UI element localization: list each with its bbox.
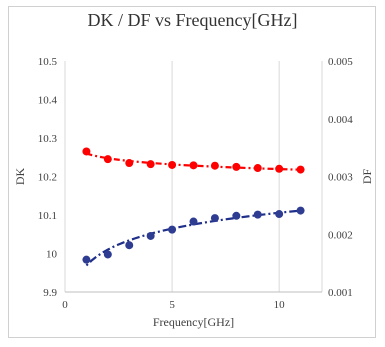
data-point-series-0: [232, 162, 241, 171]
data-point-series-0: [275, 164, 284, 173]
y2-tick-label: 0.001: [328, 287, 353, 299]
y2-tick-label: 0.002: [328, 229, 353, 241]
data-point-series-0: [125, 159, 134, 168]
trend-layer: [85, 152, 301, 267]
data-point-series-0: [253, 164, 262, 173]
x-tick-label: 5: [169, 299, 175, 311]
data-point-series-0: [168, 160, 177, 169]
marker-layer: [82, 147, 305, 264]
y-tick-label: 10.2: [38, 172, 57, 184]
data-point-series-1: [125, 241, 134, 250]
y-tick-label: 10.5: [38, 56, 58, 68]
y-tick-label: 9.9: [43, 287, 57, 299]
y2-axis-title: DF: [360, 169, 374, 185]
data-point-series-0: [296, 165, 305, 174]
chart-title: DK / DF vs Frequency[GHz]: [87, 10, 298, 30]
y-tick-label: 10.4: [38, 95, 58, 107]
x-axis-title: Frequency[GHz]: [153, 315, 234, 329]
x-tick-label: 10: [274, 299, 286, 311]
data-point-series-1: [296, 206, 305, 215]
y-tick-label: 10: [46, 249, 58, 261]
data-point-series-1: [189, 217, 198, 226]
y2-tick-label: 0.005: [328, 56, 353, 68]
data-point-series-1: [103, 250, 112, 259]
data-point-series-0: [146, 160, 155, 169]
data-point-series-1: [253, 210, 262, 219]
y-tick-label: 10.3: [38, 133, 58, 145]
chart-frame: [8, 6, 376, 338]
data-point-series-0: [103, 155, 112, 164]
y-axis-title: DK: [13, 168, 27, 186]
data-point-series-1: [146, 231, 155, 240]
data-point-series-1: [82, 255, 91, 264]
data-point-series-1: [168, 225, 177, 234]
y-tick-label: 10.1: [38, 210, 57, 222]
data-point-series-0: [210, 161, 219, 170]
data-point-series-1: [210, 214, 219, 223]
y2-tick-label: 0.004: [328, 114, 353, 126]
data-point-series-1: [232, 211, 241, 220]
grid-layer: [64, 61, 323, 293]
data-point-series-0: [82, 147, 91, 156]
trendline-series-1: [85, 209, 301, 267]
y2-tick-label: 0.003: [328, 172, 353, 184]
tick-layer: 0 5 10 9.9 10 10.1 10.2 10.3 10.4 10.5 0.001 0.002 0…: [38, 56, 354, 311]
data-point-series-0: [189, 161, 198, 170]
x-tick-label: 0: [62, 299, 68, 311]
data-point-series-1: [275, 210, 284, 219]
